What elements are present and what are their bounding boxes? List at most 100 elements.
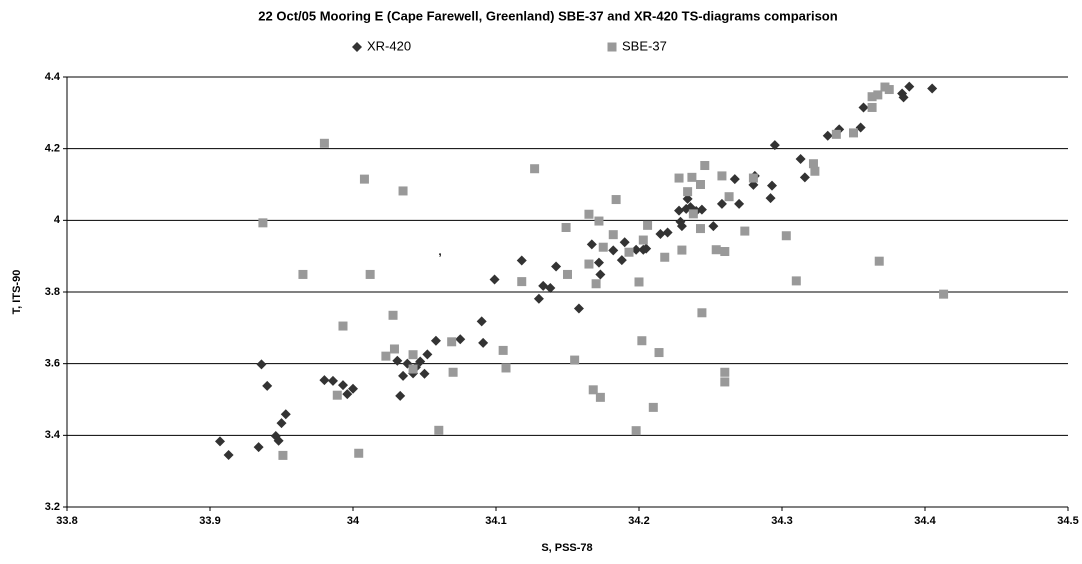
square-marker [624, 247, 634, 257]
diamond-marker [898, 92, 909, 103]
square-marker [354, 448, 364, 458]
diamond-marker [422, 349, 433, 360]
square-marker [831, 129, 841, 139]
diamond-marker [392, 355, 403, 366]
square-marker [687, 172, 697, 182]
square-marker [867, 92, 877, 102]
square-marker [873, 90, 883, 100]
square-marker [598, 242, 608, 252]
square-marker [278, 450, 288, 460]
diamond-marker [593, 257, 604, 268]
square-marker [648, 402, 658, 412]
diamond-marker [395, 390, 406, 401]
y-axis-label: T, ITS-90 [11, 270, 23, 315]
diamond-marker [769, 140, 780, 151]
diamond-marker [476, 316, 487, 327]
square-marker [720, 247, 730, 257]
square-marker [677, 245, 687, 255]
diamond-marker [489, 274, 500, 285]
square-marker [365, 269, 375, 279]
square-marker [643, 220, 653, 230]
diamond-marker [676, 221, 687, 232]
square-marker [884, 85, 894, 95]
diamond-marker [655, 228, 666, 239]
square-marker [724, 192, 734, 202]
diamond-marker [415, 356, 426, 367]
square-marker [561, 223, 571, 232]
diamond-marker [716, 198, 727, 209]
y-tick-label: 4.2 [45, 143, 60, 155]
diamond-marker [280, 409, 291, 420]
square-marker [448, 367, 458, 377]
diamond-marker [478, 337, 489, 348]
square-marker [654, 348, 664, 358]
diamond-marker [795, 154, 806, 165]
legend-label: SBE-37 [622, 38, 667, 53]
square-marker [563, 269, 572, 279]
x-axis-label: S, PSS-78 [541, 542, 592, 554]
square-marker [389, 344, 399, 354]
x-tick-label: 34 [347, 515, 360, 527]
square-marker [591, 279, 601, 289]
diamond-marker [595, 269, 606, 280]
diamond-marker [573, 303, 584, 314]
x-tick-label: 34.3 [771, 515, 792, 527]
diamond-marker [352, 42, 362, 52]
square-marker [808, 159, 818, 169]
square-marker [720, 367, 730, 377]
square-marker [688, 209, 698, 219]
diamond-marker [765, 193, 776, 204]
square-marker [338, 321, 348, 331]
diamond-marker [342, 389, 353, 400]
square-marker [608, 230, 618, 240]
diamond-marker [256, 359, 267, 370]
diamond-marker [337, 380, 348, 391]
square-marker [781, 231, 791, 241]
diamond-marker [455, 334, 466, 345]
square-marker [434, 425, 444, 435]
square-marker [720, 377, 730, 387]
diamond-marker [766, 180, 777, 191]
square-marker [791, 276, 801, 286]
square-marker [695, 180, 705, 189]
square-marker [594, 216, 604, 226]
square-marker [588, 385, 598, 395]
diamond-marker [904, 81, 915, 92]
diamond-marker [538, 280, 549, 291]
y-tick-label: 3.2 [45, 501, 60, 513]
diamond-marker [516, 255, 527, 266]
x-tick-label: 34.1 [485, 515, 506, 527]
diamond-marker [858, 102, 869, 113]
diamond-marker [619, 237, 630, 248]
x-tick-label: 33.8 [56, 515, 77, 527]
diamond-marker [253, 442, 264, 453]
diamond-marker [533, 293, 544, 304]
square-marker [638, 235, 648, 245]
square-marker [637, 336, 647, 346]
square-marker [398, 186, 408, 196]
square-marker [319, 138, 329, 148]
diamond-marker [696, 204, 707, 215]
square-marker [584, 209, 594, 219]
annotation: , [438, 246, 441, 258]
diamond-marker [662, 227, 673, 238]
square-marker [867, 102, 877, 112]
diamond-marker [273, 435, 284, 446]
square-marker [717, 171, 727, 181]
diamond-marker [276, 418, 287, 429]
square-marker [810, 166, 820, 176]
square-marker [674, 173, 684, 183]
legend-label: XR-420 [367, 38, 411, 53]
diamond-marker [641, 243, 652, 254]
square-marker [408, 364, 418, 374]
x-tick-label: 34.2 [628, 515, 649, 527]
square-marker [740, 226, 750, 236]
square-marker [359, 174, 369, 184]
square-marker [258, 218, 268, 228]
y-tick-label: 3.4 [45, 429, 61, 441]
square-marker [849, 128, 858, 138]
x-tick-label: 34.4 [914, 515, 936, 527]
y-tick-label: 3.8 [45, 286, 60, 298]
square-marker [381, 351, 391, 361]
